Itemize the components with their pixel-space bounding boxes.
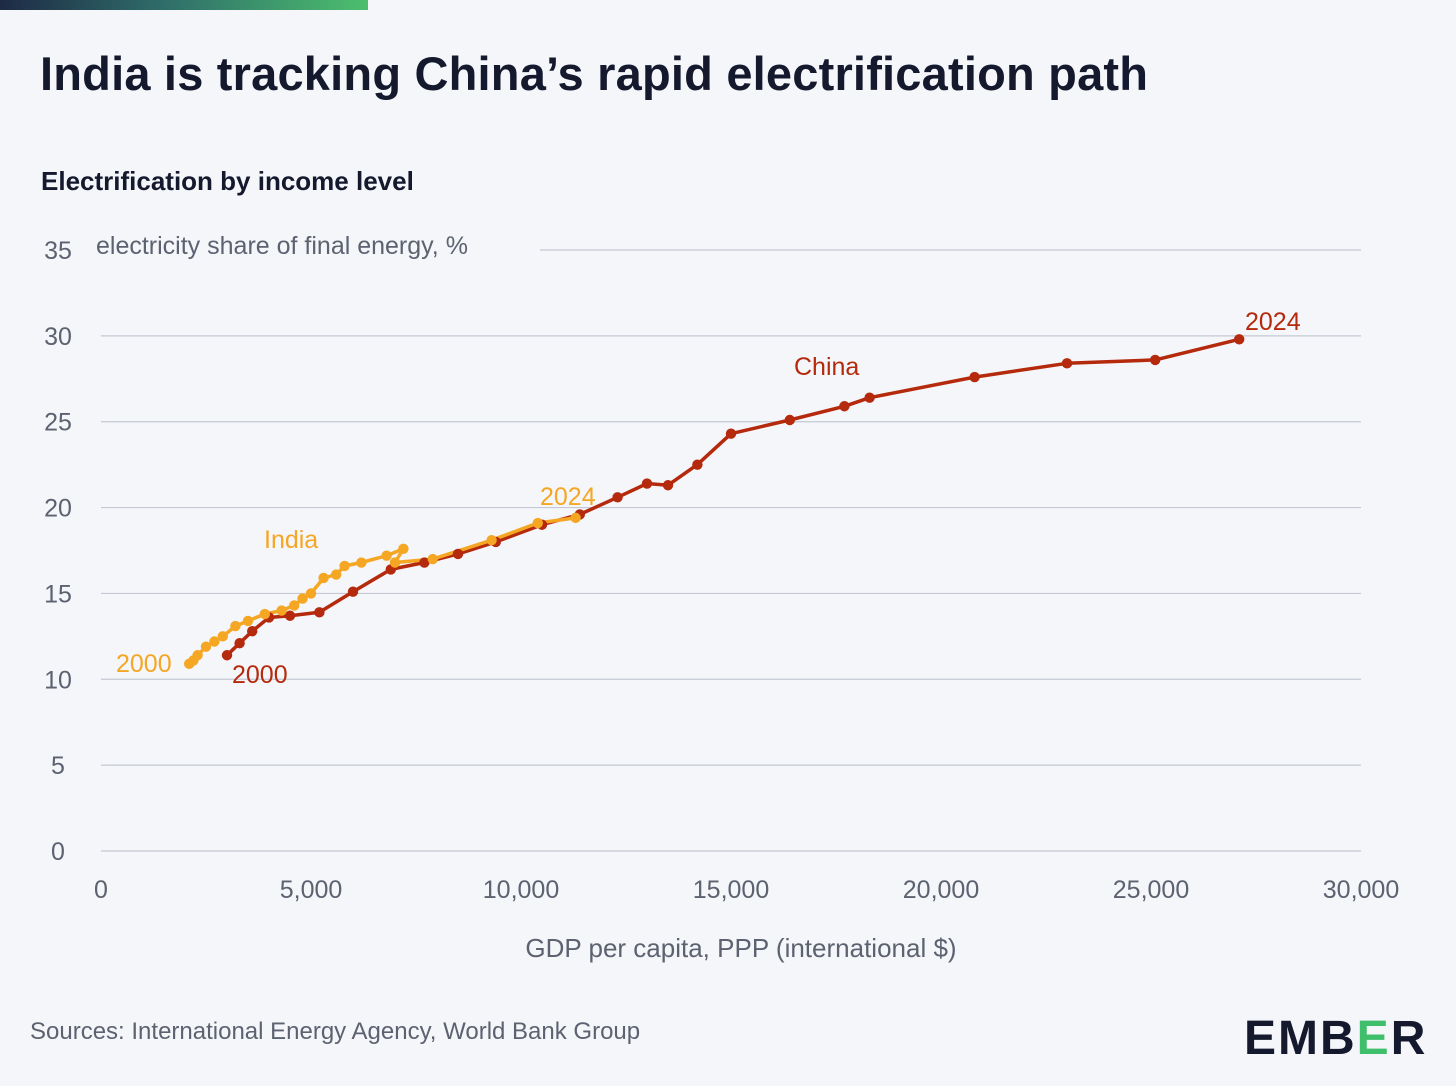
series-line-china (225, 337, 1241, 657)
series-line-india (187, 516, 578, 666)
data-point-china (641, 478, 653, 489)
data-point-india (217, 631, 228, 642)
y-tick-label: 10 (44, 666, 72, 694)
x-tick-label: 30,000 (1323, 876, 1399, 904)
data-point-india (242, 615, 254, 627)
x-tick-label: 0 (94, 876, 108, 904)
y-axis-label-background (92, 226, 540, 266)
data-point-india (297, 593, 308, 604)
ember-logo: EMBER (1244, 1015, 1427, 1063)
data-point-india (192, 650, 203, 661)
series-lines (187, 337, 1241, 666)
data-point-india (381, 550, 392, 561)
data-point-china (1061, 358, 1073, 369)
data-point-china (221, 650, 233, 661)
y-tick-label: 20 (44, 495, 72, 523)
y-tick-label: 30 (44, 323, 72, 351)
series-label-india: India (264, 526, 318, 554)
data-point-china (784, 414, 795, 426)
data-point-china (612, 492, 623, 503)
series-label-china: China (794, 353, 859, 381)
x-tick-label: 5,000 (280, 876, 343, 904)
data-point-china (234, 638, 245, 649)
data-points (184, 334, 1245, 670)
data-point-india (331, 569, 342, 580)
data-point-china (839, 401, 850, 412)
data-point-china (1234, 334, 1245, 345)
y-tick-label: 35 (44, 237, 72, 265)
data-point-india (318, 572, 329, 584)
data-point-china (662, 480, 674, 491)
data-point-china (864, 392, 875, 403)
data-point-china (969, 371, 980, 383)
logo-text-start: EMB (1244, 1012, 1357, 1065)
data-point-india (427, 553, 438, 565)
india-end-year-label: 2024 (540, 483, 596, 511)
y-tick-labels: 0 5 10 15 20 25 30 35 (44, 237, 72, 866)
y-axis-label: electricity share of final energy, % (96, 232, 468, 260)
y-tick-label: 25 (44, 409, 72, 437)
x-tick-labels: 0 5,000 10,000 15,000 20,000 25,000 30,000 (94, 876, 1399, 904)
india-start-year-label: 2000 (116, 650, 172, 678)
y-tick-label: 15 (44, 580, 72, 608)
data-point-india (389, 557, 401, 568)
data-point-india (289, 600, 300, 611)
series-annotations: India China 2000 2024 2000 2024 (116, 308, 1301, 689)
data-point-china (692, 459, 703, 470)
data-point-india (305, 588, 317, 599)
data-point-india (259, 608, 270, 620)
data-point-china (419, 557, 430, 568)
data-point-india (276, 605, 287, 616)
data-point-india (339, 560, 350, 572)
data-point-india (200, 641, 212, 652)
data-point-china (1150, 354, 1161, 366)
x-tick-label: 10,000 (483, 876, 559, 904)
x-axis-label: GDP per capita, PPP (international $) (525, 933, 956, 963)
data-point-india (209, 636, 220, 647)
china-start-year-label: 2000 (232, 661, 288, 689)
chart-title: India is tracking China’s rapid electrif… (40, 47, 1149, 100)
data-point-china (725, 428, 737, 439)
china-end-year-label: 2024 (1245, 308, 1301, 336)
x-tick-label: 20,000 (903, 876, 979, 904)
data-point-india (570, 512, 581, 524)
y-tick-label: 5 (51, 752, 65, 780)
data-point-china (314, 607, 325, 618)
logo-text-end: R (1390, 1012, 1428, 1065)
data-point-china (347, 586, 359, 597)
source-note: Sources: International Energy Agency, Wo… (30, 1018, 641, 1045)
y-tick-label: 0 (51, 838, 65, 866)
x-tick-label: 15,000 (693, 876, 769, 904)
data-point-india (230, 620, 241, 632)
data-point-india (486, 534, 497, 546)
logo-text-accent: E (1356, 1012, 1391, 1065)
data-point-china (284, 610, 296, 621)
data-point-india (532, 517, 543, 529)
chart-subtitle: Electrification by income level (41, 166, 414, 196)
data-point-china (247, 626, 258, 637)
data-point-india (356, 557, 367, 568)
data-point-india (398, 543, 409, 554)
brand-accent-bar (0, 0, 368, 10)
data-point-china (452, 548, 464, 560)
x-tick-label: 25,000 (1113, 876, 1189, 904)
